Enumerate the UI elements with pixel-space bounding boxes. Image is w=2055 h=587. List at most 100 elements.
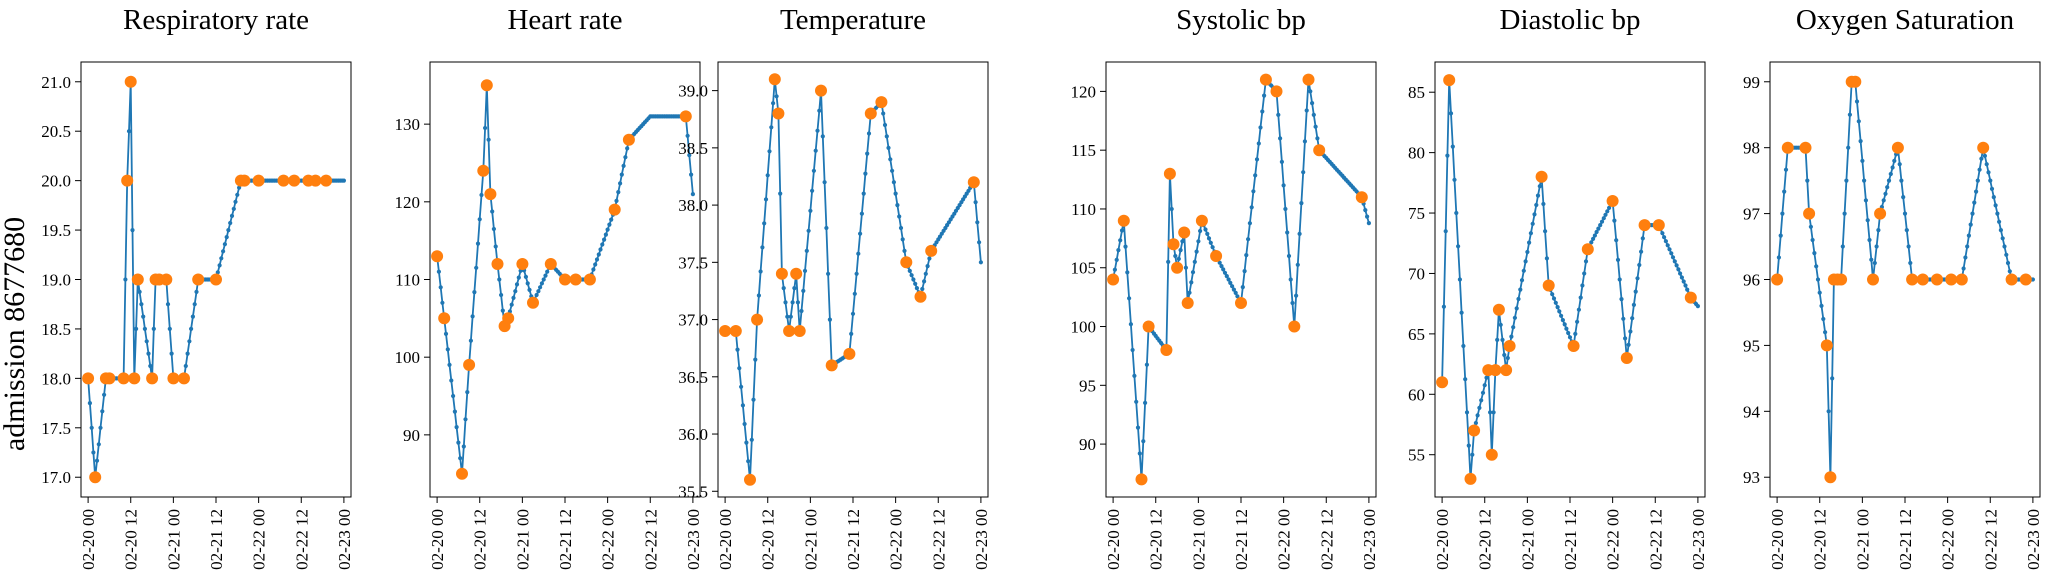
point-heart-rate-10 bbox=[452, 409, 457, 414]
point-respiratory-rate-32 bbox=[142, 326, 147, 331]
point-diastolic-bp-27 bbox=[1488, 410, 1493, 415]
point-oxygen-saturation-52 bbox=[1867, 237, 1872, 243]
point-respiratory-rate-61 bbox=[194, 289, 199, 294]
observed-point-temperature-17 bbox=[925, 244, 938, 257]
point-diastolic-bp-53 bbox=[1534, 202, 1539, 208]
x-tick-label-heart-rate-5: 02-22 12 bbox=[641, 509, 660, 570]
y-tick-label-systolic-bp-1: 95 bbox=[1079, 376, 1096, 395]
point-systolic-bp-80 bbox=[1253, 173, 1258, 178]
observed-point-oxygen-saturation-14 bbox=[1906, 273, 1919, 286]
title-systolic-bp: Systolic bp bbox=[1176, 4, 1306, 36]
y-tick-label-oxygen-saturation-6: 99 bbox=[1743, 73, 1760, 92]
observed-point-heart-rate-1 bbox=[438, 312, 451, 325]
point-oxygen-saturation-120 bbox=[1988, 178, 1993, 183]
series-line-temperature bbox=[725, 79, 982, 480]
observed-point-oxygen-saturation-12 bbox=[1874, 207, 1887, 220]
point-temperature-101 bbox=[902, 248, 907, 253]
point-systolic-bp-17 bbox=[1141, 439, 1146, 444]
point-heart-rate-31 bbox=[490, 209, 495, 214]
point-diastolic-bp-97 bbox=[1612, 218, 1617, 223]
point-diastolic-bp-37 bbox=[1505, 355, 1510, 361]
point-temperature-19 bbox=[756, 293, 762, 298]
x-tick-label-respiratory-rate-3: 02-21 12 bbox=[207, 509, 226, 570]
x-tick-label-oxygen-saturation-2: 02-21 00 bbox=[1853, 509, 1872, 570]
observed-point-oxygen-saturation-1 bbox=[1781, 141, 1794, 154]
point-respiratory-rate-77 bbox=[222, 242, 227, 247]
point-systolic-bp-105 bbox=[1297, 231, 1302, 236]
point-diastolic-bp-46 bbox=[1521, 268, 1526, 273]
observed-point-heart-rate-0 bbox=[431, 250, 444, 263]
point-systolic-bp-94 bbox=[1278, 136, 1283, 141]
x-tick-label-oxygen-saturation-5: 02-22 12 bbox=[1981, 509, 2000, 570]
point-oxygen-saturation-107 bbox=[1965, 244, 1970, 249]
x-tick-label-oxygen-saturation-1: 02-20 12 bbox=[1811, 509, 1830, 570]
x-tick-label-systolic-bp-0: 02-20 00 bbox=[1104, 509, 1123, 570]
point-diastolic-bp-33 bbox=[1498, 322, 1503, 327]
point-systolic-bp-113 bbox=[1311, 112, 1316, 117]
observed-point-respiratory-rate-14 bbox=[178, 372, 190, 385]
point-respiratory-rate-82 bbox=[231, 206, 236, 211]
x-tick-label-respiratory-rate-1: 02-20 12 bbox=[122, 509, 141, 570]
point-temperature-105 bbox=[909, 273, 914, 278]
observed-point-respiratory-rate-19 bbox=[252, 174, 265, 187]
point-oxygen-saturation-51 bbox=[1865, 218, 1870, 223]
observed-point-respiratory-rate-6 bbox=[124, 75, 137, 88]
observed-point-heart-rate-18 bbox=[679, 110, 692, 123]
point-oxygen-saturation-122 bbox=[1991, 195, 1996, 200]
point-diastolic-bp-69 bbox=[1562, 322, 1567, 327]
point-temperature-58 bbox=[826, 271, 831, 276]
point-oxygen-saturation-25 bbox=[1819, 303, 1824, 308]
point-diastolic-bp-107 bbox=[1630, 316, 1635, 321]
point-heart-rate-29 bbox=[486, 137, 491, 142]
point-diastolic-bp-35 bbox=[1502, 352, 1507, 358]
y-tick-label-diastolic-bp-3: 70 bbox=[1408, 264, 1425, 283]
point-systolic-bp-112 bbox=[1310, 101, 1315, 106]
x-tick-label-temperature-0: 02-20 00 bbox=[716, 509, 735, 570]
y-tick-label-temperature-0: 35.5 bbox=[678, 482, 708, 501]
point-diastolic-bp-132 bbox=[1674, 263, 1679, 268]
point-respiratory-rate-9 bbox=[102, 392, 107, 397]
observed-point-diastolic-bp-15 bbox=[1620, 352, 1633, 364]
observed-point-diastolic-bp-7 bbox=[1492, 303, 1505, 316]
point-temperature-113 bbox=[923, 271, 928, 276]
point-diastolic-bp-43 bbox=[1516, 296, 1521, 302]
point-respiratory-rate-144 bbox=[341, 178, 346, 183]
observed-point-systolic-bp-0 bbox=[1107, 273, 1120, 286]
point-diastolic-bp-67 bbox=[1559, 313, 1564, 318]
point-temperature-37 bbox=[788, 314, 793, 319]
point-oxygen-saturation-39 bbox=[1844, 178, 1849, 183]
point-systolic-bp-7 bbox=[1123, 244, 1128, 249]
point-diastolic-bp-41 bbox=[1512, 315, 1517, 320]
observed-point-respiratory-rate-5 bbox=[121, 174, 134, 187]
point-systolic-bp-3 bbox=[1116, 248, 1121, 253]
title-oxygen-saturation: Oxygen Saturation bbox=[1796, 4, 2015, 36]
x-tick-label-diastolic-bp-5: 02-22 12 bbox=[1646, 509, 1665, 570]
point-heart-rate-5 bbox=[443, 331, 449, 336]
observed-point-systolic-bp-15 bbox=[1288, 320, 1301, 333]
observed-point-systolic-bp-2 bbox=[1135, 473, 1148, 486]
x-tick-label-respiratory-rate-5: 02-22 12 bbox=[292, 509, 311, 570]
point-heart-rate-101 bbox=[614, 198, 619, 203]
point-heart-rate-19 bbox=[468, 338, 473, 343]
observed-point-diastolic-bp-5 bbox=[1485, 448, 1498, 461]
point-systolic-bp-64 bbox=[1224, 274, 1229, 279]
y-tick-label-heart-rate-1: 100 bbox=[395, 348, 421, 367]
x-tick-label-diastolic-bp-3: 02-21 12 bbox=[1561, 509, 1580, 570]
observed-points-diastolic-bp bbox=[1436, 74, 1697, 485]
point-oxygen-saturation-56 bbox=[1874, 244, 1879, 249]
point-temperature-56 bbox=[822, 180, 827, 185]
observed-point-oxygen-saturation-21 bbox=[2019, 273, 2032, 286]
point-oxygen-saturation-60 bbox=[1881, 198, 1886, 203]
point-diastolic-bp-29 bbox=[1491, 410, 1496, 415]
point-heart-rate-142 bbox=[687, 153, 692, 158]
point-respiratory-rate-84 bbox=[235, 192, 240, 197]
point-respiratory-rate-80 bbox=[228, 220, 233, 226]
point-heart-rate-61 bbox=[543, 273, 548, 278]
point-diastolic-bp-133 bbox=[1676, 267, 1681, 272]
observed-point-heart-rate-9 bbox=[502, 312, 515, 325]
point-diastolic-bp-47 bbox=[1523, 259, 1528, 264]
point-diastolic-bp-90 bbox=[1599, 219, 1605, 224]
point-diastolic-bp-8 bbox=[1454, 210, 1459, 216]
observed-point-systolic-bp-8 bbox=[1178, 226, 1191, 239]
